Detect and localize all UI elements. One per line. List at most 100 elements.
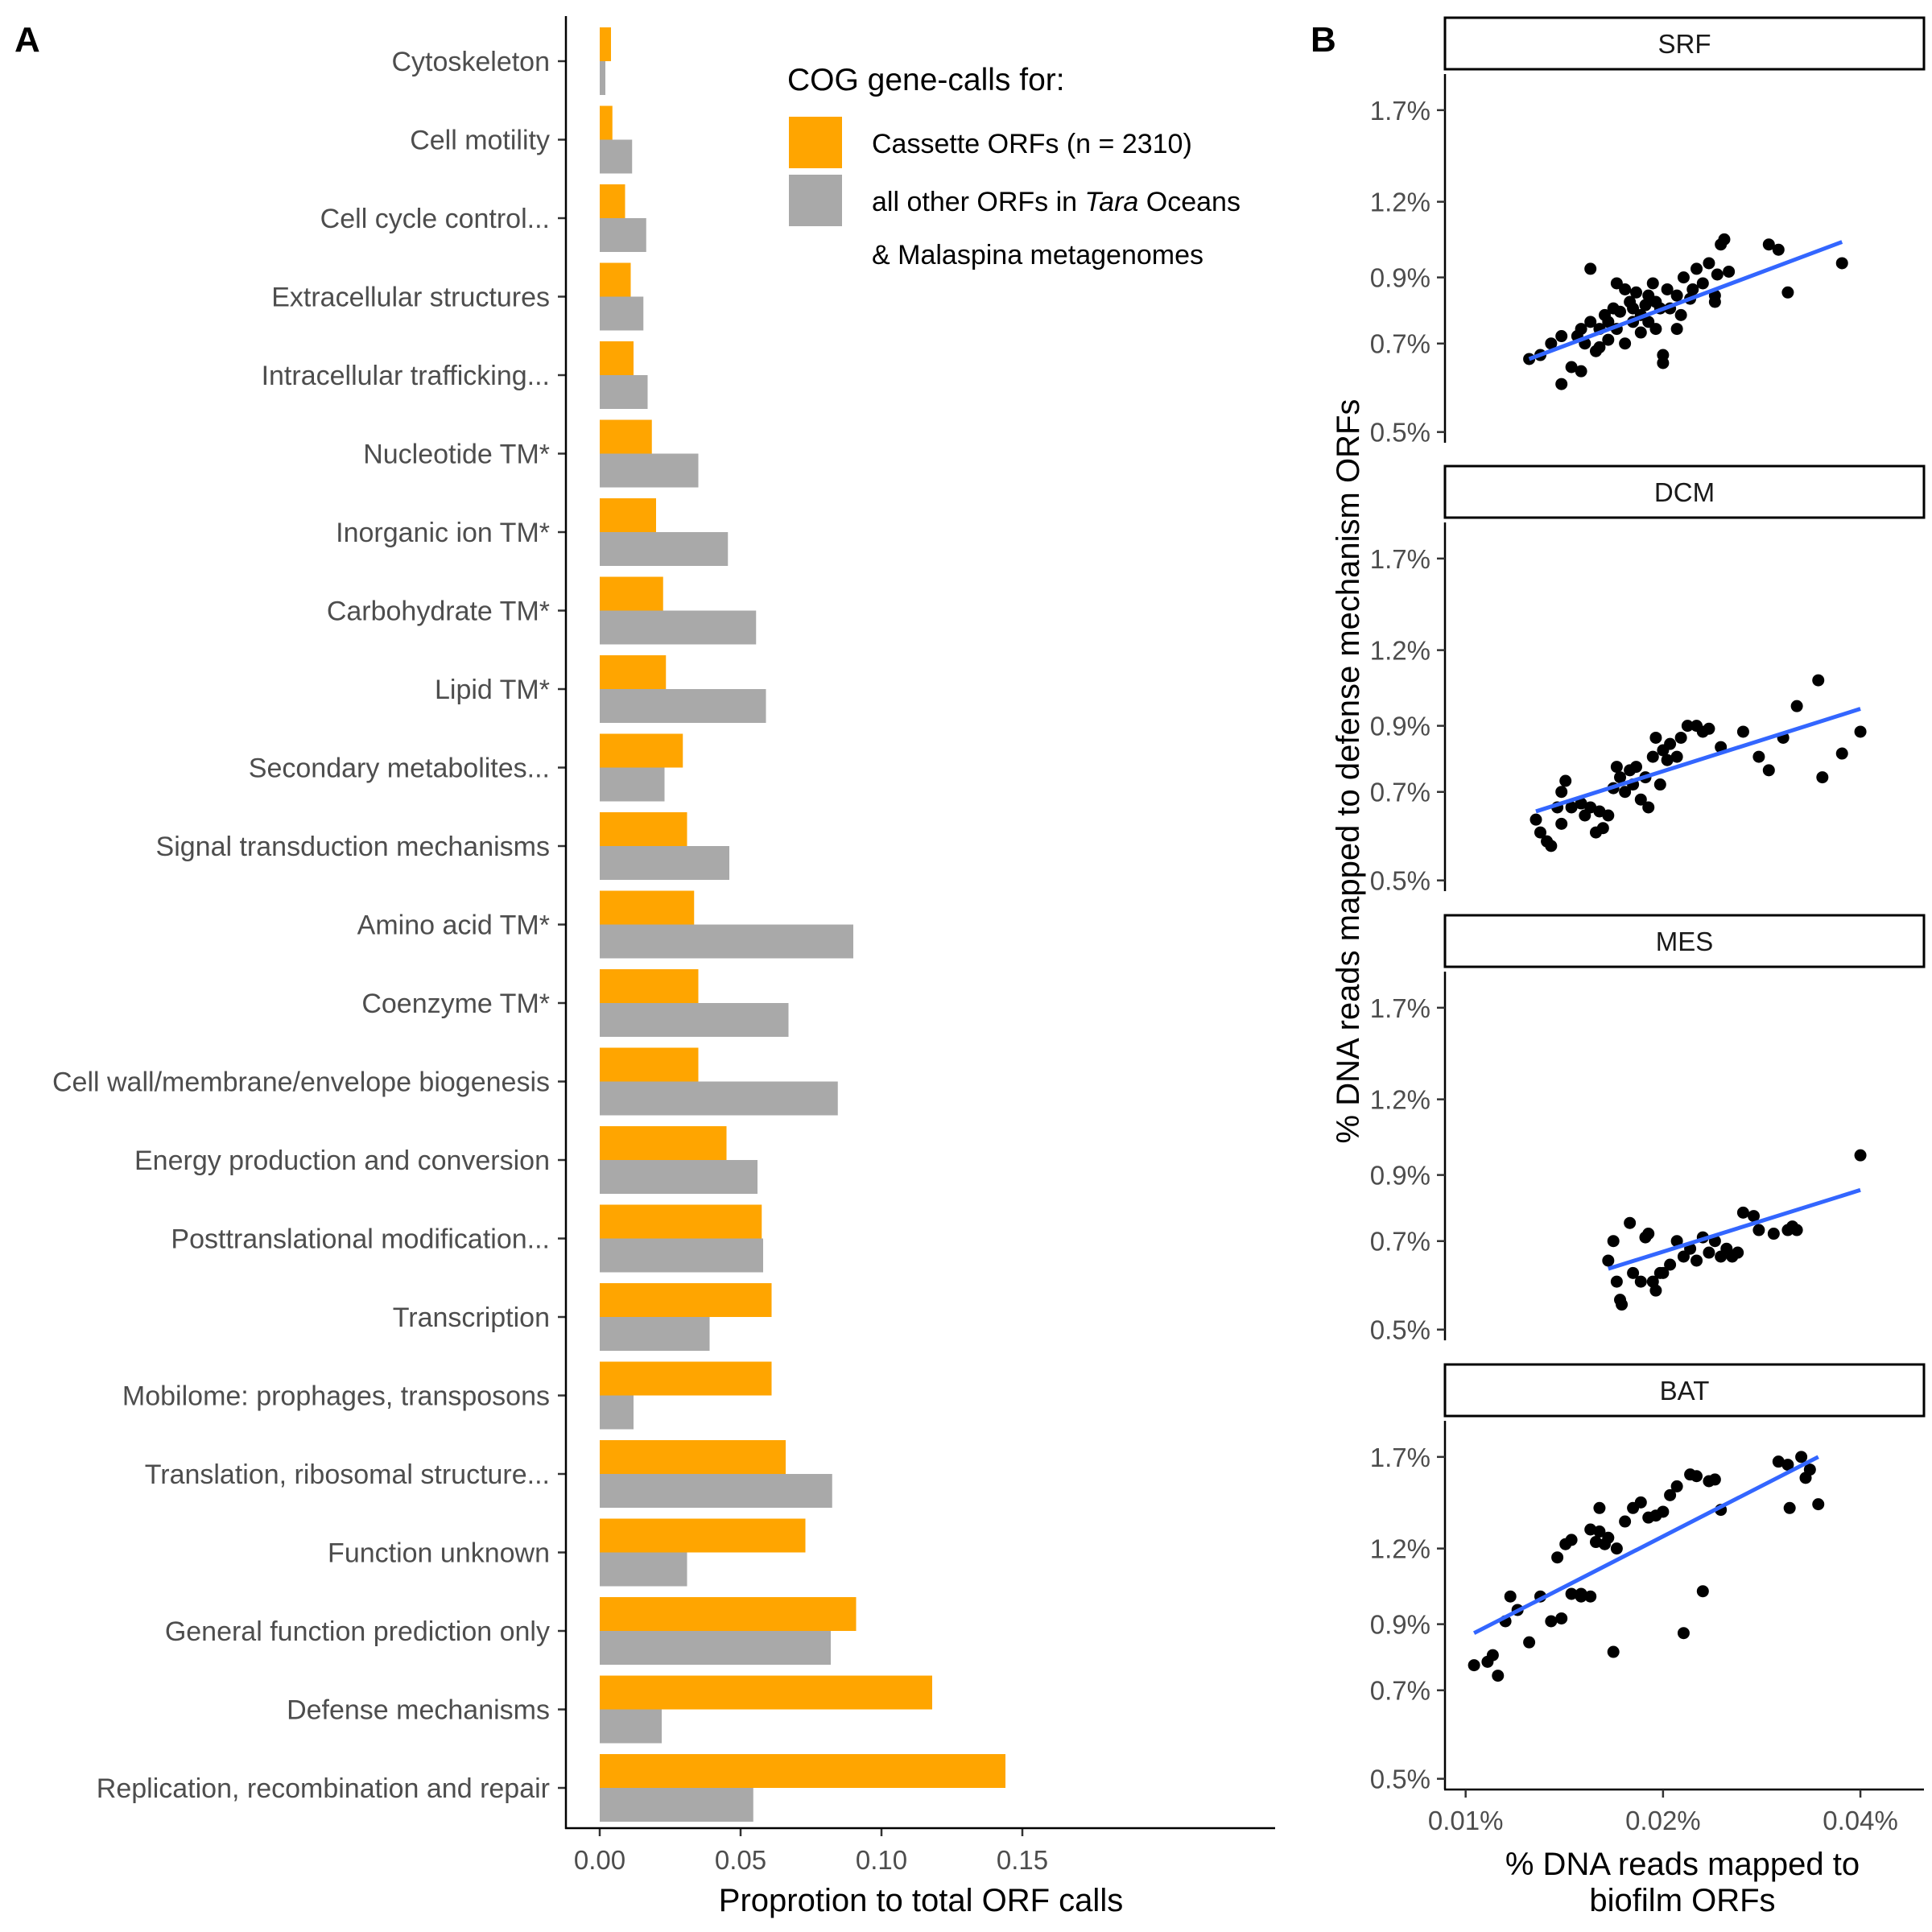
x-tick-label: 0.10 bbox=[856, 1845, 907, 1875]
facet-strip bbox=[1443, 16, 1926, 71]
facet-strip-label: BAT bbox=[1660, 1376, 1710, 1406]
category-label: Amino acid TM* bbox=[357, 910, 550, 941]
scatter-point bbox=[1630, 286, 1643, 299]
scatter-point bbox=[1584, 1523, 1597, 1536]
facet-strip bbox=[1443, 1363, 1926, 1418]
bar-cassette bbox=[600, 1126, 727, 1160]
bar-other bbox=[600, 1317, 710, 1351]
scatter-point bbox=[1703, 1246, 1715, 1259]
bar-other bbox=[600, 139, 633, 174]
y-tick-label: 0.9% bbox=[1370, 263, 1430, 293]
x-axis-title-b-line2: biofilm ORFs bbox=[1589, 1883, 1775, 1918]
bar-other bbox=[600, 846, 729, 880]
category-label: Signal transduction mechanisms bbox=[156, 832, 550, 862]
scatter-point bbox=[1653, 778, 1666, 791]
scatter-point bbox=[1781, 1459, 1794, 1472]
bar-cassette bbox=[600, 1518, 806, 1553]
facet-srf: SRF 0.5% 0.7% 0.9% 1.2% 1.7% bbox=[1370, 16, 1926, 448]
bar-other bbox=[600, 1552, 687, 1587]
scatter-point bbox=[1602, 809, 1615, 822]
bar-cassette bbox=[600, 27, 611, 61]
facet-strip-label: MES bbox=[1656, 927, 1714, 956]
scatter-point bbox=[1486, 1649, 1499, 1662]
scatter-point bbox=[1690, 1470, 1703, 1483]
scatter-point bbox=[1657, 1505, 1670, 1518]
y-tick-label: 1.2% bbox=[1370, 1085, 1430, 1115]
scatter-point bbox=[1575, 797, 1587, 810]
category-label: Carbohydrate TM* bbox=[327, 597, 550, 627]
scatter-point bbox=[1504, 1590, 1517, 1603]
scatter-point bbox=[1670, 1235, 1683, 1248]
scatter-point bbox=[1593, 1525, 1606, 1538]
bar-other bbox=[600, 1003, 789, 1037]
scatter-point bbox=[1783, 1501, 1796, 1514]
bar-cassette bbox=[600, 341, 634, 375]
scatter-point bbox=[1703, 722, 1715, 735]
bar-cassette bbox=[600, 890, 695, 925]
scatter-point bbox=[1610, 761, 1623, 774]
scatter-point bbox=[1690, 1254, 1703, 1267]
legend-title: COG gene-calls for: bbox=[787, 63, 1065, 97]
scatter-point bbox=[1619, 786, 1632, 799]
scatter-point bbox=[1681, 720, 1694, 733]
panel-label-b: B bbox=[1311, 20, 1336, 60]
x-axis-title: Proprotion to total ORF calls bbox=[719, 1883, 1123, 1918]
bar-cassette bbox=[600, 812, 687, 846]
scatter-point bbox=[1803, 1463, 1816, 1476]
scatter-point bbox=[1748, 1210, 1761, 1223]
scatter-point bbox=[1593, 341, 1606, 353]
scatter-point bbox=[1816, 771, 1829, 784]
scatter-point bbox=[1619, 283, 1632, 295]
bar-other bbox=[600, 767, 665, 802]
y-tick-label: 1.7% bbox=[1370, 544, 1430, 574]
bar-other bbox=[600, 924, 853, 959]
facet-bat: BAT 0.5% 0.7% 0.9% 1.2% 1.7% 0.01% 0.02% 0.04% bbox=[1370, 1363, 1926, 1835]
scatter-point bbox=[1616, 1298, 1629, 1311]
scatter-point bbox=[1575, 1590, 1587, 1603]
category-label: Mobilome: prophages, transposons bbox=[122, 1381, 550, 1412]
scatter-point bbox=[1610, 277, 1623, 290]
scatter-point bbox=[1736, 725, 1749, 738]
scatter-point bbox=[1602, 316, 1615, 328]
facet-dcm: DCM 0.5% 0.7% 0.9% 1.2% 1.7% bbox=[1370, 464, 1926, 896]
x-tick-label: 0.04% bbox=[1823, 1806, 1898, 1835]
scatter-point bbox=[1610, 1275, 1623, 1288]
scatter-point bbox=[1565, 801, 1578, 814]
y-tick-label: 1.7% bbox=[1370, 96, 1430, 126]
scatter-point bbox=[1639, 299, 1652, 312]
scatter-point bbox=[1624, 1216, 1637, 1229]
scatter-point bbox=[1835, 257, 1848, 270]
scatter-point bbox=[1575, 365, 1587, 378]
category-label: Replication, recombination and repair bbox=[97, 1773, 550, 1804]
scatter-point bbox=[1619, 337, 1632, 350]
scatter-point bbox=[1565, 361, 1578, 374]
y-tick-label: 1.2% bbox=[1370, 188, 1430, 217]
scatter-point bbox=[1657, 349, 1670, 361]
scatter-point bbox=[1627, 1266, 1640, 1279]
bar-cassette bbox=[600, 1754, 1005, 1788]
scatter-point bbox=[1657, 1266, 1670, 1279]
bar-cassette bbox=[600, 1204, 762, 1239]
bar-other bbox=[600, 689, 766, 723]
scatter-point bbox=[1670, 323, 1683, 336]
bar-other bbox=[600, 218, 646, 252]
scatter-point bbox=[1690, 262, 1703, 275]
scatter-point bbox=[1596, 822, 1609, 835]
legend: COG gene-calls for: Cassette ORFs (n = 2… bbox=[787, 63, 1241, 270]
bar-cassette bbox=[600, 655, 667, 689]
fit-line bbox=[1528, 240, 1843, 361]
bar-cassette bbox=[600, 1283, 772, 1317]
y-tick-label: 0.5% bbox=[1370, 418, 1430, 448]
category-labels: Cytoskeleton Cell motility Cell cycle cont… bbox=[52, 47, 566, 1804]
scatter-point bbox=[1607, 1645, 1620, 1658]
scatter-point bbox=[1530, 813, 1542, 826]
scatter-point bbox=[1790, 1224, 1803, 1236]
scatter-point bbox=[1812, 1498, 1825, 1511]
category-label: Function unknown bbox=[328, 1538, 550, 1569]
facet-strip bbox=[1443, 464, 1926, 519]
x-tick-label: 0.05 bbox=[715, 1845, 766, 1875]
y-axis-title-b: % DNA reads mapped to defense mechanism … bbox=[1331, 399, 1366, 1144]
scatter-point bbox=[1674, 308, 1687, 321]
scatter-point bbox=[1634, 326, 1647, 339]
